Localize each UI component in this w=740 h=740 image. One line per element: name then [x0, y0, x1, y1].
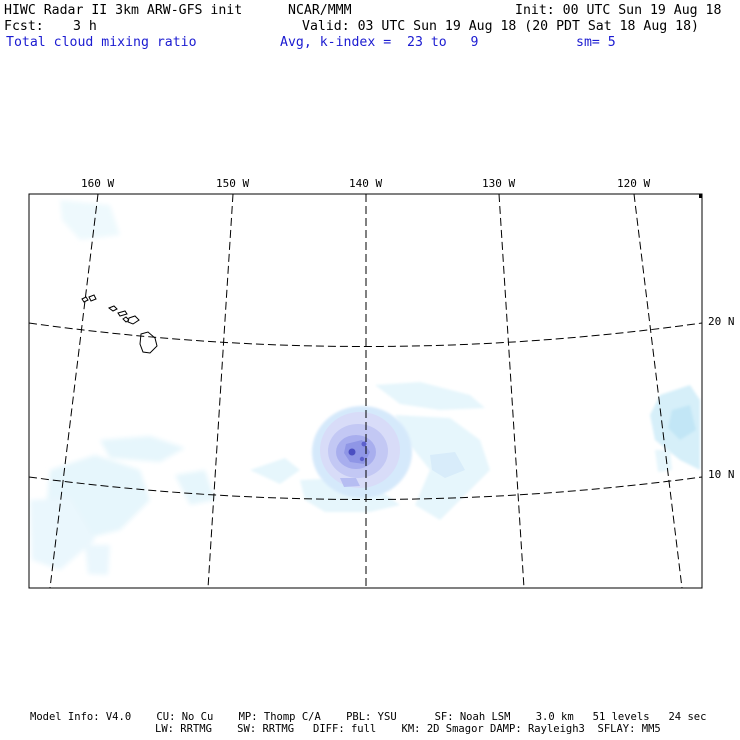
- field-name: Total cloud mixing ratio: [6, 35, 197, 50]
- meridian-120w: [633, 193, 683, 589]
- valid-time: Valid: 03 UTC Sun 19 Aug 18 (20 PDT Sat …: [302, 19, 699, 34]
- lon-label-130w: 130 W: [482, 177, 516, 190]
- lon-label-140w: 140 W: [349, 177, 383, 190]
- lat-label-10n: 10 N: [708, 468, 735, 481]
- smoothing-info: sm= 5: [576, 35, 616, 50]
- init-time: Init: 00 UTC Sun 19 Aug 18: [515, 3, 722, 18]
- model-title: HIWC Radar II 3km ARW-GFS init: [4, 3, 243, 18]
- lon-label-150w: 150 W: [216, 177, 250, 190]
- cloud-system-center: [250, 382, 490, 520]
- cloud-patches-east: [650, 385, 700, 472]
- forecast-hours: 3 h: [73, 19, 97, 34]
- lon-label-160w: 160 W: [81, 177, 115, 190]
- meridian-150w: [207, 193, 234, 589]
- cloud-field: [30, 200, 700, 575]
- averaging-info: Avg, k-index = 23 to 9: [280, 35, 479, 50]
- model-info-line2: LW: RRTMG SW: RRTMG DIFF: full KM: 2D Sm…: [155, 723, 661, 735]
- map-frame: [28, 193, 703, 589]
- lon-label-120w: 120 W: [617, 177, 651, 190]
- forecast-label: Fcst:: [4, 19, 44, 34]
- meridian-130w: [498, 193, 525, 589]
- hawaiian-islands: [81, 294, 158, 354]
- parallel-20n: [28, 322, 703, 347]
- model-info-line1: Model Info: V4.0 CU: No Cu MP: Thomp C/A…: [30, 711, 707, 723]
- org-label: NCAR/MMM: [288, 3, 352, 18]
- graticule: [28, 193, 703, 589]
- meridian-160w: [49, 193, 99, 589]
- parallel-10n: [28, 476, 703, 500]
- lat-label-20n: 20 N: [708, 315, 735, 328]
- cloud-patches-west: [30, 200, 215, 575]
